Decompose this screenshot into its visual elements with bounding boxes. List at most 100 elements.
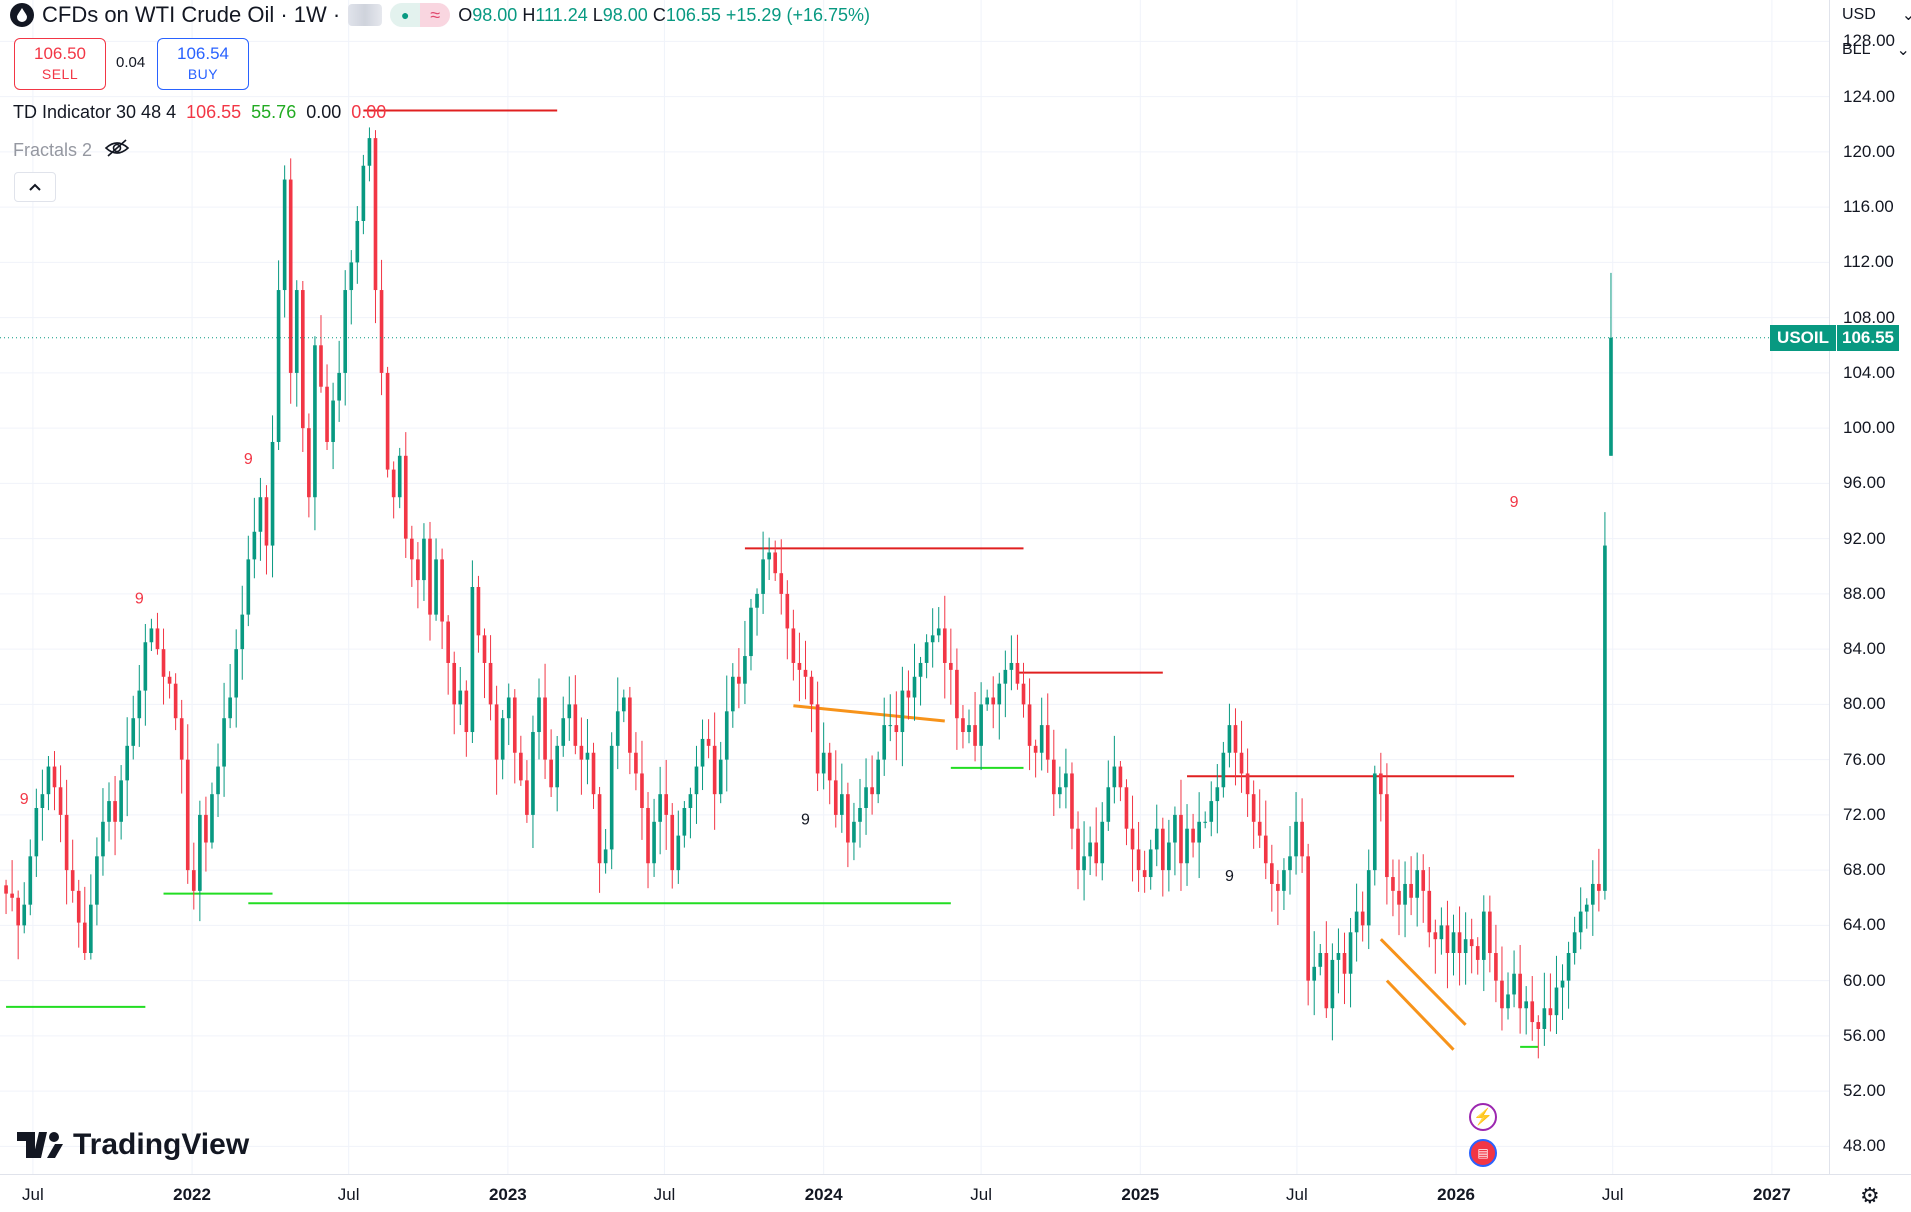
candle-body <box>1173 814 1177 843</box>
candle-body <box>1233 725 1238 753</box>
candle-body <box>573 704 578 746</box>
candle-body <box>1112 766 1117 788</box>
candle-body <box>1597 883 1601 891</box>
candle-body <box>803 669 808 677</box>
currency-selector[interactable]: USD ⌄ <box>1842 5 1911 25</box>
price-tick-label: 112.00 <box>1843 252 1894 272</box>
candle-body <box>155 628 160 650</box>
price-tick-label: 68.00 <box>1843 860 1886 880</box>
candle-body <box>1270 863 1274 884</box>
candle-body <box>416 559 420 581</box>
price-tick-label: 104.00 <box>1843 362 1895 382</box>
candle-body <box>900 690 905 733</box>
data-wave-icon: ≈ <box>420 3 451 27</box>
candle-body <box>1088 842 1092 857</box>
candle-body <box>894 725 899 733</box>
candle-body <box>1027 704 1032 746</box>
time-tick-label: Jul <box>22 1185 44 1204</box>
price-tick-label: 64.00 <box>1843 915 1886 935</box>
candle-body <box>797 662 802 670</box>
candle-body <box>1300 821 1304 857</box>
price-axis-border <box>1829 0 1830 1174</box>
candle-body <box>773 552 778 574</box>
symbol-drop-icon <box>10 3 34 27</box>
candle-body <box>1554 987 1559 1016</box>
candle-body <box>985 697 989 705</box>
candle-body <box>615 711 620 746</box>
candle-body <box>76 890 81 923</box>
td-nine-label: 9 <box>801 812 810 829</box>
candle-body <box>307 428 311 498</box>
candle-body <box>1342 953 1347 974</box>
us-flag-icon[interactable]: ▤ <box>1469 1139 1497 1167</box>
candle-body <box>1106 787 1111 822</box>
candle-body <box>440 559 444 622</box>
buy-button[interactable]: 106.54 BUY <box>157 38 249 90</box>
ohlc-change: +15.29 (+16.75%) <box>725 4 870 25</box>
collapse-legend-button[interactable] <box>14 172 56 202</box>
candle-body <box>422 538 426 581</box>
candle-body <box>1566 953 1571 981</box>
td-indicator-legend[interactable]: TD Indicator 30 48 4 106.55 55.76 0.00 0… <box>13 102 386 123</box>
candle-body <box>379 290 384 373</box>
candle-body <box>924 642 929 663</box>
sell-button[interactable]: 106.50 SELL <box>14 38 106 90</box>
candle-body <box>1251 794 1256 822</box>
candle-body <box>361 165 366 221</box>
hidden-eye-icon[interactable] <box>104 138 130 163</box>
candle-body <box>349 262 354 291</box>
candle-body <box>1518 973 1522 1009</box>
unit-selector[interactable]: BLL ⌄ <box>1842 40 1910 60</box>
candle-body <box>1051 759 1056 795</box>
candle-body <box>1033 745 1038 753</box>
candle-body <box>325 386 329 442</box>
candle-body <box>1494 953 1498 981</box>
candle-body <box>252 531 257 560</box>
candle-body <box>4 885 8 894</box>
market-status-pill[interactable]: ● ≈ <box>390 3 451 27</box>
candle-body <box>385 372 390 470</box>
candle-body <box>609 745 614 850</box>
ohlc-high: 111.24 <box>535 4 588 25</box>
settings-gear-icon[interactable]: ⚙ <box>1860 1183 1880 1208</box>
candle-body <box>682 807 687 836</box>
tradingview-logo[interactable]: TradingView <box>17 1128 249 1162</box>
candle-body <box>367 138 372 166</box>
candle-body <box>1167 842 1171 871</box>
time-tick-label: Jul <box>1286 1185 1308 1204</box>
candle-body <box>391 469 396 498</box>
candle-body <box>355 220 360 263</box>
candle-body <box>22 904 27 926</box>
lightning-event-icon[interactable]: ⚡ <box>1469 1103 1497 1131</box>
candle-body <box>1512 973 1516 995</box>
candle-body <box>173 683 178 719</box>
candle-body <box>300 290 305 429</box>
candle-body <box>1003 669 1008 684</box>
candle-body <box>840 794 844 815</box>
candle-body <box>888 725 893 727</box>
candle-body <box>149 628 154 643</box>
candle-body <box>313 345 317 498</box>
candle-body <box>628 697 632 753</box>
candle-body <box>1227 725 1232 753</box>
candle-body <box>1094 842 1099 864</box>
candle-body <box>1070 773 1074 829</box>
candle-body <box>1100 821 1105 864</box>
candle-body <box>34 807 39 857</box>
candle-body <box>1548 1008 1553 1016</box>
candle-body <box>1318 953 1323 967</box>
candle-body <box>16 897 20 926</box>
candle-body <box>785 593 790 629</box>
symbol-title[interactable]: CFDs on WTI Crude Oil · 1W · <box>42 2 341 27</box>
fractals-legend[interactable]: Fractals 2 <box>13 138 130 163</box>
time-tick-label: Jul <box>653 1185 676 1204</box>
candle-body <box>1058 787 1062 795</box>
ohlc-open: 98.00 <box>472 4 518 25</box>
candle-body <box>1391 877 1395 891</box>
price-tick-label: 116.00 <box>1843 197 1894 217</box>
candle-body <box>161 649 166 677</box>
candle-body <box>1451 932 1456 954</box>
candle-body <box>809 676 814 705</box>
candle-body <box>700 738 705 767</box>
